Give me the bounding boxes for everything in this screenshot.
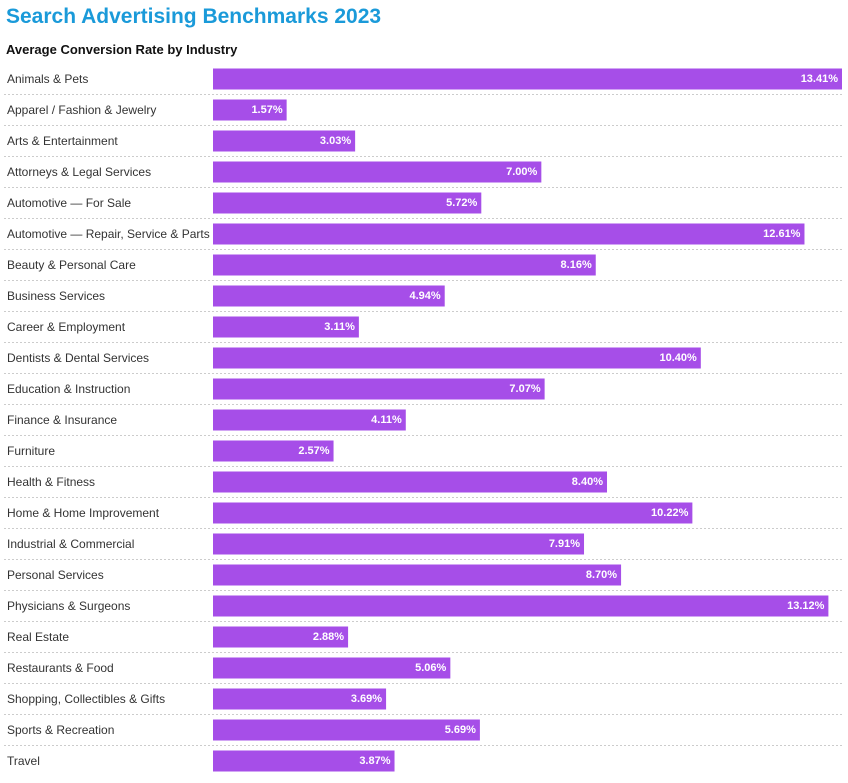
value-label: 8.70% (586, 569, 617, 581)
category-label: Career & Employment (7, 320, 126, 334)
category-label: Real Estate (7, 630, 69, 644)
bar (213, 316, 359, 338)
bar (213, 68, 842, 90)
category-label: Travel (7, 754, 40, 768)
bar (213, 533, 585, 555)
category-label: Automotive — Repair, Service & Parts (7, 227, 210, 241)
value-label: 2.88% (313, 631, 344, 643)
category-label: Automotive — For Sale (7, 196, 131, 210)
category-label: Education & Instruction (7, 382, 130, 396)
category-label: Furniture (7, 444, 55, 458)
value-label: 8.16% (561, 259, 592, 271)
category-label: Sports & Recreation (7, 723, 114, 737)
category-label: Finance & Insurance (7, 413, 117, 427)
value-label: 3.11% (324, 321, 355, 333)
category-label: Dentists & Dental Services (7, 351, 149, 365)
bar (213, 440, 334, 462)
category-label: Attorneys & Legal Services (7, 165, 151, 179)
bar (213, 657, 451, 679)
bar (213, 161, 542, 183)
category-label: Personal Services (7, 568, 104, 582)
value-label: 5.69% (445, 724, 476, 736)
category-label: Arts & Entertainment (7, 134, 118, 148)
bar (213, 378, 545, 400)
bar (213, 254, 596, 276)
value-label: 13.41% (801, 73, 839, 85)
value-label: 10.40% (660, 352, 698, 364)
value-label: 13.12% (787, 600, 825, 612)
value-label: 3.69% (351, 693, 382, 705)
value-label: 2.57% (298, 445, 329, 457)
bar (213, 471, 608, 493)
bar (213, 347, 701, 369)
bar (213, 223, 805, 245)
bar (213, 719, 480, 741)
value-label: 7.07% (509, 383, 540, 395)
category-label: Business Services (7, 289, 105, 303)
value-label: 10.22% (651, 507, 689, 519)
value-label: 4.94% (410, 290, 441, 302)
value-label: 12.61% (763, 228, 801, 240)
category-label: Home & Home Improvement (7, 506, 160, 520)
category-label: Apparel / Fashion & Jewelry (7, 103, 156, 117)
bar (213, 688, 387, 710)
category-label: Beauty & Personal Care (7, 258, 136, 272)
value-label: 4.11% (371, 414, 402, 426)
bar (213, 130, 356, 152)
chart-title: Search Advertising Benchmarks 2023 (6, 5, 382, 28)
bar (213, 626, 349, 648)
category-label: Industrial & Commercial (7, 537, 134, 551)
bar (213, 409, 406, 431)
bar (213, 564, 622, 586)
value-label: 3.87% (359, 755, 390, 767)
bar (213, 285, 445, 307)
bar (213, 595, 829, 617)
bar (213, 502, 693, 524)
value-label: 3.03% (320, 135, 351, 147)
value-label: 8.40% (572, 476, 603, 488)
value-label: 5.72% (446, 197, 477, 209)
value-label: 7.00% (506, 166, 537, 178)
bar (213, 192, 482, 214)
category-label: Shopping, Collectibles & Gifts (7, 692, 165, 706)
category-label: Restaurants & Food (7, 661, 114, 675)
category-label: Animals & Pets (7, 72, 88, 86)
bar (213, 99, 287, 121)
value-label: 1.57% (251, 104, 282, 116)
value-label: 5.06% (415, 662, 446, 674)
category-label: Physicians & Surgeons (7, 599, 130, 613)
category-label: Health & Fitness (7, 475, 95, 489)
chart-subtitle: Average Conversion Rate by Industry (6, 42, 238, 57)
bar (213, 750, 395, 772)
value-label: 7.91% (549, 538, 580, 550)
